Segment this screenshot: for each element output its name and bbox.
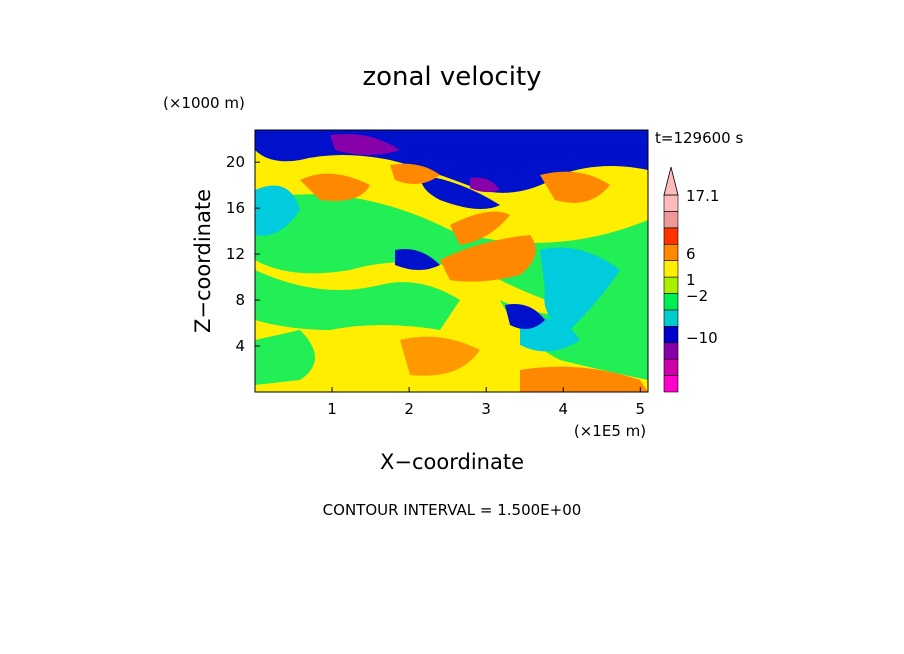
y-unit-label: (×1000 m) — [163, 94, 245, 112]
x-axis: 1 2 3 4 5 — [327, 387, 645, 418]
y-tick-label: 4 — [235, 337, 245, 355]
plot-frame — [254, 129, 649, 393]
chart-title: zonal velocity — [362, 62, 541, 92]
colorbar-swatch — [663, 194, 679, 212]
field-region-orange-2 — [440, 235, 536, 282]
field-region-purple-2 — [470, 177, 500, 193]
y-tick-label: 8 — [235, 291, 245, 309]
colorbar-swatch — [663, 342, 679, 360]
field-region-orange-6 — [520, 366, 648, 392]
y-axis: 4 8 12 16 20 — [226, 153, 260, 355]
field-region-cyan-2 — [255, 185, 300, 236]
heatmap-field — [254, 129, 649, 393]
field-region-blue-2 — [420, 175, 500, 209]
colorbar-swatch — [663, 260, 679, 278]
colorbar-swatch — [663, 293, 679, 311]
contour-interval-label: CONTOUR INTERVAL = 1.500E+00 — [323, 501, 582, 519]
field-region-blue-4 — [505, 304, 545, 329]
field-region-purple — [330, 134, 400, 155]
x-unit-label: (×1E5 m) — [574, 422, 646, 440]
y-tick-label: 16 — [226, 199, 245, 217]
time-label: t=129600 s — [655, 129, 743, 147]
colorbar-arrow — [663, 166, 679, 196]
field-region-orange-7 — [400, 336, 480, 376]
y-tick-label: 20 — [226, 153, 245, 171]
x-tick-label: 3 — [481, 400, 491, 418]
colorbar-swatch — [663, 211, 679, 229]
field-region-orange-5 — [540, 171, 610, 203]
colorbar-label: −10 — [686, 329, 718, 347]
field-region-green-4 — [255, 330, 315, 385]
x-axis-label: X−coordinate — [380, 450, 524, 474]
x-tick-label: 2 — [404, 400, 414, 418]
colorbar-label: −2 — [686, 287, 708, 305]
colorbar-swatch — [663, 358, 679, 376]
colorbar-swatch — [663, 243, 679, 261]
colorbar-label: 1 — [686, 271, 696, 289]
colorbar: 17.1 6 1−2 −10 — [663, 166, 719, 393]
colorbar-label: 6 — [686, 245, 696, 263]
y-tick-label: 12 — [226, 245, 245, 263]
field-region-blue-3 — [395, 249, 440, 270]
field-region-orange — [300, 173, 370, 201]
field-region-cyan — [540, 247, 620, 330]
colorbar-label: 17.1 — [686, 187, 719, 205]
colorbar-swatch — [663, 375, 679, 393]
colorbar-swatch — [663, 276, 679, 294]
colorbar-swatch — [663, 326, 679, 344]
colorbar-swatch — [663, 227, 679, 245]
y-axis-label: Z−coordinate — [191, 189, 215, 333]
x-tick-label: 5 — [636, 400, 646, 418]
field-region-orange-3 — [450, 211, 510, 245]
x-tick-label: 4 — [558, 400, 568, 418]
x-tick-label: 1 — [327, 400, 337, 418]
field-region-green-2 — [255, 270, 460, 330]
colorbar-swatch — [663, 309, 679, 327]
field-region-orange-4 — [390, 163, 440, 184]
